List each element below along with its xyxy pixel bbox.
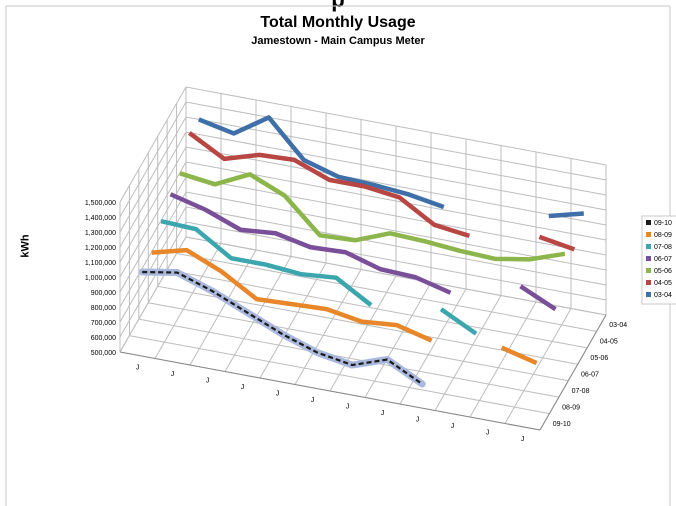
legend-entry: 06-07 <box>654 256 672 263</box>
y-tick-label: 800,000 <box>91 305 116 312</box>
series-line <box>188 131 471 239</box>
gridline-floor-depth <box>504 308 572 424</box>
y-tick-label: 1,300,000 <box>85 230 116 237</box>
y-tick-label: 600,000 <box>91 335 116 342</box>
legend-marker <box>646 268 651 273</box>
gridline-floor-depth <box>364 282 432 398</box>
series-line <box>197 115 445 210</box>
x-tick-label: J <box>451 423 455 430</box>
depth-tick-label: 06-07 <box>581 372 599 379</box>
series-line <box>160 218 373 307</box>
x-tick-label: J <box>276 390 280 397</box>
legend-entry: 08-09 <box>654 232 672 239</box>
gridline-floor-depth <box>469 301 537 418</box>
y-tick-label: 1,100,000 <box>85 260 116 267</box>
y-tick-label: 900,000 <box>91 290 116 297</box>
series-line <box>142 270 423 385</box>
gridline-floor-depth <box>259 262 327 379</box>
gridline-floor-depth <box>329 275 397 392</box>
series-line <box>519 284 557 312</box>
y-tick-label: 700,000 <box>91 320 116 327</box>
legend-entry: 07-08 <box>654 244 672 251</box>
legend-marker <box>646 280 651 285</box>
chart-border <box>5 5 671 506</box>
legend-entry: 03-04 <box>654 292 672 299</box>
x-tick-label: J <box>136 364 140 371</box>
chart-subtitle: Jamestown - Main Campus Meter <box>251 35 425 47</box>
x-tick-label: J <box>346 403 350 410</box>
depth-axis-line <box>539 314 607 431</box>
legend-entry: 04-05 <box>654 280 672 287</box>
x-tick-label: J <box>241 384 245 391</box>
series-line <box>500 345 538 366</box>
depth-tick-label: 07-08 <box>572 388 590 395</box>
axes: 500,000 600,000 700,000 800,000 900,000 1,000… <box>85 200 627 443</box>
gridline-horizontal <box>119 101 607 218</box>
y-tick-label: 500,000 <box>91 350 116 357</box>
gridline-floor-category <box>176 252 597 332</box>
legend: 09-10 08-09 07-08 06-07 05-06 04-05 03-04 <box>641 215 676 305</box>
series-line <box>151 247 433 343</box>
x-tick-label: J <box>171 371 175 378</box>
y-tick-label: 1,500,000 <box>85 200 116 207</box>
gridline-floor-category <box>138 318 559 398</box>
series-line <box>179 171 566 262</box>
legend-marker <box>646 256 651 261</box>
gridline-floor-category <box>148 302 569 382</box>
gridline-floor-depth <box>224 256 292 372</box>
depth-tick-label: 09-10 <box>553 421 571 428</box>
series-line <box>439 307 478 336</box>
gridline-floor-depth <box>154 243 222 359</box>
depth-tick-label: 04-05 <box>600 339 618 346</box>
x-axis-line <box>119 351 541 431</box>
gridline-horizontal <box>119 206 607 323</box>
y-tick-label: 1,400,000 <box>85 215 116 222</box>
legend-marker <box>646 220 651 225</box>
depth-tick-label: 03-04 <box>609 322 627 329</box>
depth-tick-label: 05-06 <box>590 355 608 362</box>
depth-tick-label: 08-09 <box>562 404 580 411</box>
gridline-floor-depth <box>119 236 187 353</box>
y-tick-label: 1,000,000 <box>85 275 116 282</box>
x-tick-label: J <box>311 397 315 404</box>
legend-marker <box>646 292 651 297</box>
gridline-horizontal <box>119 191 607 308</box>
series-line <box>538 234 576 252</box>
gridline-floor-depth <box>434 295 502 411</box>
y-tick-label: 1,200,000 <box>85 245 116 252</box>
series-line <box>548 211 584 219</box>
gridline-floor-depth <box>189 249 257 366</box>
series-line <box>169 192 452 295</box>
x-tick-label: J <box>416 416 420 423</box>
legend-entry: 05-06 <box>654 268 672 275</box>
x-tick-label: J <box>381 410 385 417</box>
gridline-floor-depth <box>399 288 467 405</box>
legend-marker <box>646 232 651 237</box>
x-tick-label: J <box>206 377 210 384</box>
legend-entry: 09-10 <box>654 220 672 227</box>
y-axis-label: kWh <box>19 234 32 258</box>
gridline-floor-category <box>185 236 607 316</box>
x-tick-label: J <box>486 429 490 436</box>
x-tick-label: J <box>521 436 525 443</box>
series-lines <box>138 115 584 388</box>
legend-marker <box>646 244 651 249</box>
chart-title: Total Monthly Usage <box>260 14 416 31</box>
gridline-floor-category <box>129 335 550 415</box>
